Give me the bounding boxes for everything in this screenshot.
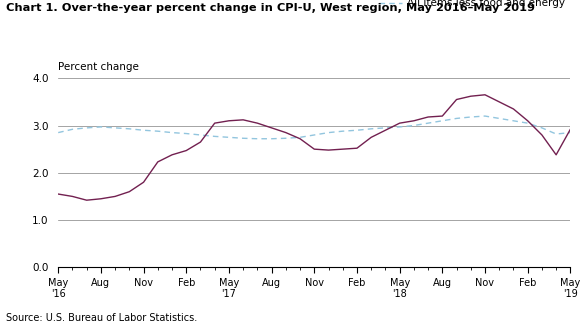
All items less food and energy <box>169 131 176 135</box>
All items less food and energy <box>140 128 147 132</box>
All items less food and energy <box>154 129 161 133</box>
All items <box>496 100 503 104</box>
All items less food and energy <box>197 133 204 137</box>
Line: All items less food and energy: All items less food and energy <box>58 116 570 139</box>
All items less food and energy <box>83 126 90 130</box>
All items <box>154 160 161 164</box>
All items <box>510 107 517 111</box>
All items less food and energy <box>538 126 545 130</box>
All items <box>211 121 218 125</box>
All items <box>425 115 432 119</box>
All items less food and energy <box>225 135 232 139</box>
All items less food and energy <box>425 121 432 125</box>
All items less food and energy <box>297 135 304 139</box>
Legend: All items, All items less food and energy: All items, All items less food and energ… <box>379 0 565 8</box>
All items less food and energy <box>55 131 62 135</box>
All items less food and energy <box>211 134 218 138</box>
All items <box>481 93 488 97</box>
All items <box>83 198 90 202</box>
All items less food and energy <box>69 127 76 131</box>
All items less food and energy <box>112 126 119 130</box>
All items <box>453 97 460 101</box>
All items less food and energy <box>183 132 190 136</box>
All items <box>240 118 247 122</box>
All items <box>282 131 289 135</box>
All items <box>112 194 119 198</box>
All items less food and energy <box>453 116 460 120</box>
All items <box>396 121 403 125</box>
All items less food and energy <box>567 131 574 135</box>
Text: Percent change: Percent change <box>58 62 139 72</box>
All items less food and energy <box>353 128 360 132</box>
All items less food and energy <box>126 127 133 131</box>
All items <box>439 114 446 118</box>
All items less food and energy <box>467 115 474 119</box>
All items less food and energy <box>325 131 332 135</box>
All items <box>97 197 104 201</box>
All items less food and energy <box>254 137 261 141</box>
All items less food and energy <box>439 119 446 123</box>
All items less food and energy <box>368 127 375 131</box>
All items <box>382 128 389 132</box>
Text: Source: U.S. Bureau of Labor Statistics.: Source: U.S. Bureau of Labor Statistics. <box>6 313 197 323</box>
All items <box>325 148 332 152</box>
Line: All items: All items <box>58 95 570 200</box>
All items <box>55 192 62 196</box>
All items <box>126 190 133 194</box>
All items less food and energy <box>496 116 503 120</box>
All items <box>538 133 545 137</box>
All items less food and energy <box>282 136 289 140</box>
All items <box>467 94 474 98</box>
All items <box>69 194 76 198</box>
All items <box>254 121 261 125</box>
All items <box>197 140 204 144</box>
All items <box>169 153 176 157</box>
All items less food and energy <box>524 121 531 125</box>
All items <box>297 137 304 141</box>
All items less food and energy <box>240 136 247 140</box>
All items <box>268 126 275 130</box>
All items <box>183 149 190 153</box>
All items less food and energy <box>268 137 275 141</box>
All items less food and energy <box>311 133 318 137</box>
All items <box>225 119 232 123</box>
All items <box>410 119 417 123</box>
All items less food and energy <box>396 125 403 129</box>
All items <box>567 127 574 131</box>
All items less food and energy <box>481 114 488 118</box>
All items <box>553 153 560 157</box>
All items less food and energy <box>410 124 417 127</box>
All items <box>524 119 531 123</box>
All items less food and energy <box>339 129 346 133</box>
All items <box>353 146 360 150</box>
All items less food and energy <box>510 119 517 123</box>
All items less food and energy <box>97 125 104 129</box>
All items less food and energy <box>382 126 389 130</box>
All items <box>140 180 147 184</box>
All items <box>311 147 318 151</box>
All items less food and energy <box>553 132 560 136</box>
All items <box>339 147 346 151</box>
Text: Chart 1. Over-the-year percent change in CPI-U, West region, May 2016–May 2019: Chart 1. Over-the-year percent change in… <box>6 3 535 13</box>
All items <box>368 135 375 139</box>
